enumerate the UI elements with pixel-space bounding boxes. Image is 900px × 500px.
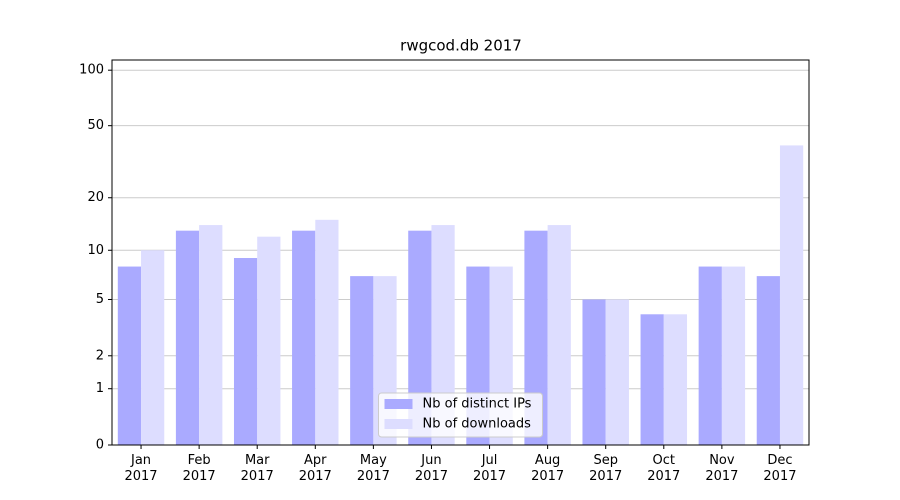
y-tick-label: 50 xyxy=(87,118,104,133)
bar xyxy=(431,225,455,445)
bar xyxy=(582,299,606,445)
legend-swatch xyxy=(384,399,413,409)
bar xyxy=(175,230,200,445)
y-tick-label: 10 xyxy=(87,243,104,258)
bar xyxy=(350,276,374,445)
y-tick-label: 1 xyxy=(96,381,104,396)
bar xyxy=(605,299,629,445)
x-tick-label: Apr 2017 xyxy=(298,453,332,484)
bar xyxy=(698,266,722,445)
chart-title: rwgcod.db 2017 xyxy=(400,37,522,55)
x-tick-label: Jun 2017 xyxy=(414,453,448,484)
bar xyxy=(233,257,258,445)
x-tick-label: Sep 2017 xyxy=(589,453,623,484)
x-tick-label: Oct 2017 xyxy=(647,453,681,484)
y-tick-label: 5 xyxy=(96,292,104,307)
x-tick-label: Aug 2017 xyxy=(531,453,565,484)
x-tick-label: May 2017 xyxy=(356,453,390,484)
bar xyxy=(779,145,804,445)
bar xyxy=(721,266,746,445)
y-tick-label: 100 xyxy=(79,63,104,78)
legend: Nb of distinct IPs Nb of downloads xyxy=(378,392,543,438)
legend-swatch xyxy=(384,419,413,429)
x-tick-label: Jan 2017 xyxy=(124,453,158,484)
legend-label: Nb of downloads xyxy=(423,417,532,432)
bar xyxy=(292,230,316,445)
x-tick-label: Dec 2017 xyxy=(763,453,797,484)
bar xyxy=(408,230,432,445)
plot-frame xyxy=(111,59,810,446)
y-tick-label: 0 xyxy=(96,438,104,453)
y-tick-label: 2 xyxy=(96,348,104,363)
bar xyxy=(257,236,281,445)
bar xyxy=(663,314,688,445)
x-tick-label: Feb 2017 xyxy=(182,453,216,484)
legend-label: Nb of distinct IPs xyxy=(423,397,532,412)
bar xyxy=(640,314,664,445)
x-tick-label: Mar 2017 xyxy=(240,453,274,484)
bar xyxy=(315,219,339,445)
bar xyxy=(547,225,571,445)
y-tick-label: 20 xyxy=(87,190,104,205)
bar xyxy=(117,266,142,445)
bar xyxy=(199,225,223,445)
x-tick-label: Jul 2017 xyxy=(472,453,507,484)
bar xyxy=(141,250,165,445)
legend-box xyxy=(378,392,543,438)
bar xyxy=(756,276,780,445)
x-tick-label: Nov 2017 xyxy=(705,453,739,484)
bar xyxy=(524,230,548,445)
